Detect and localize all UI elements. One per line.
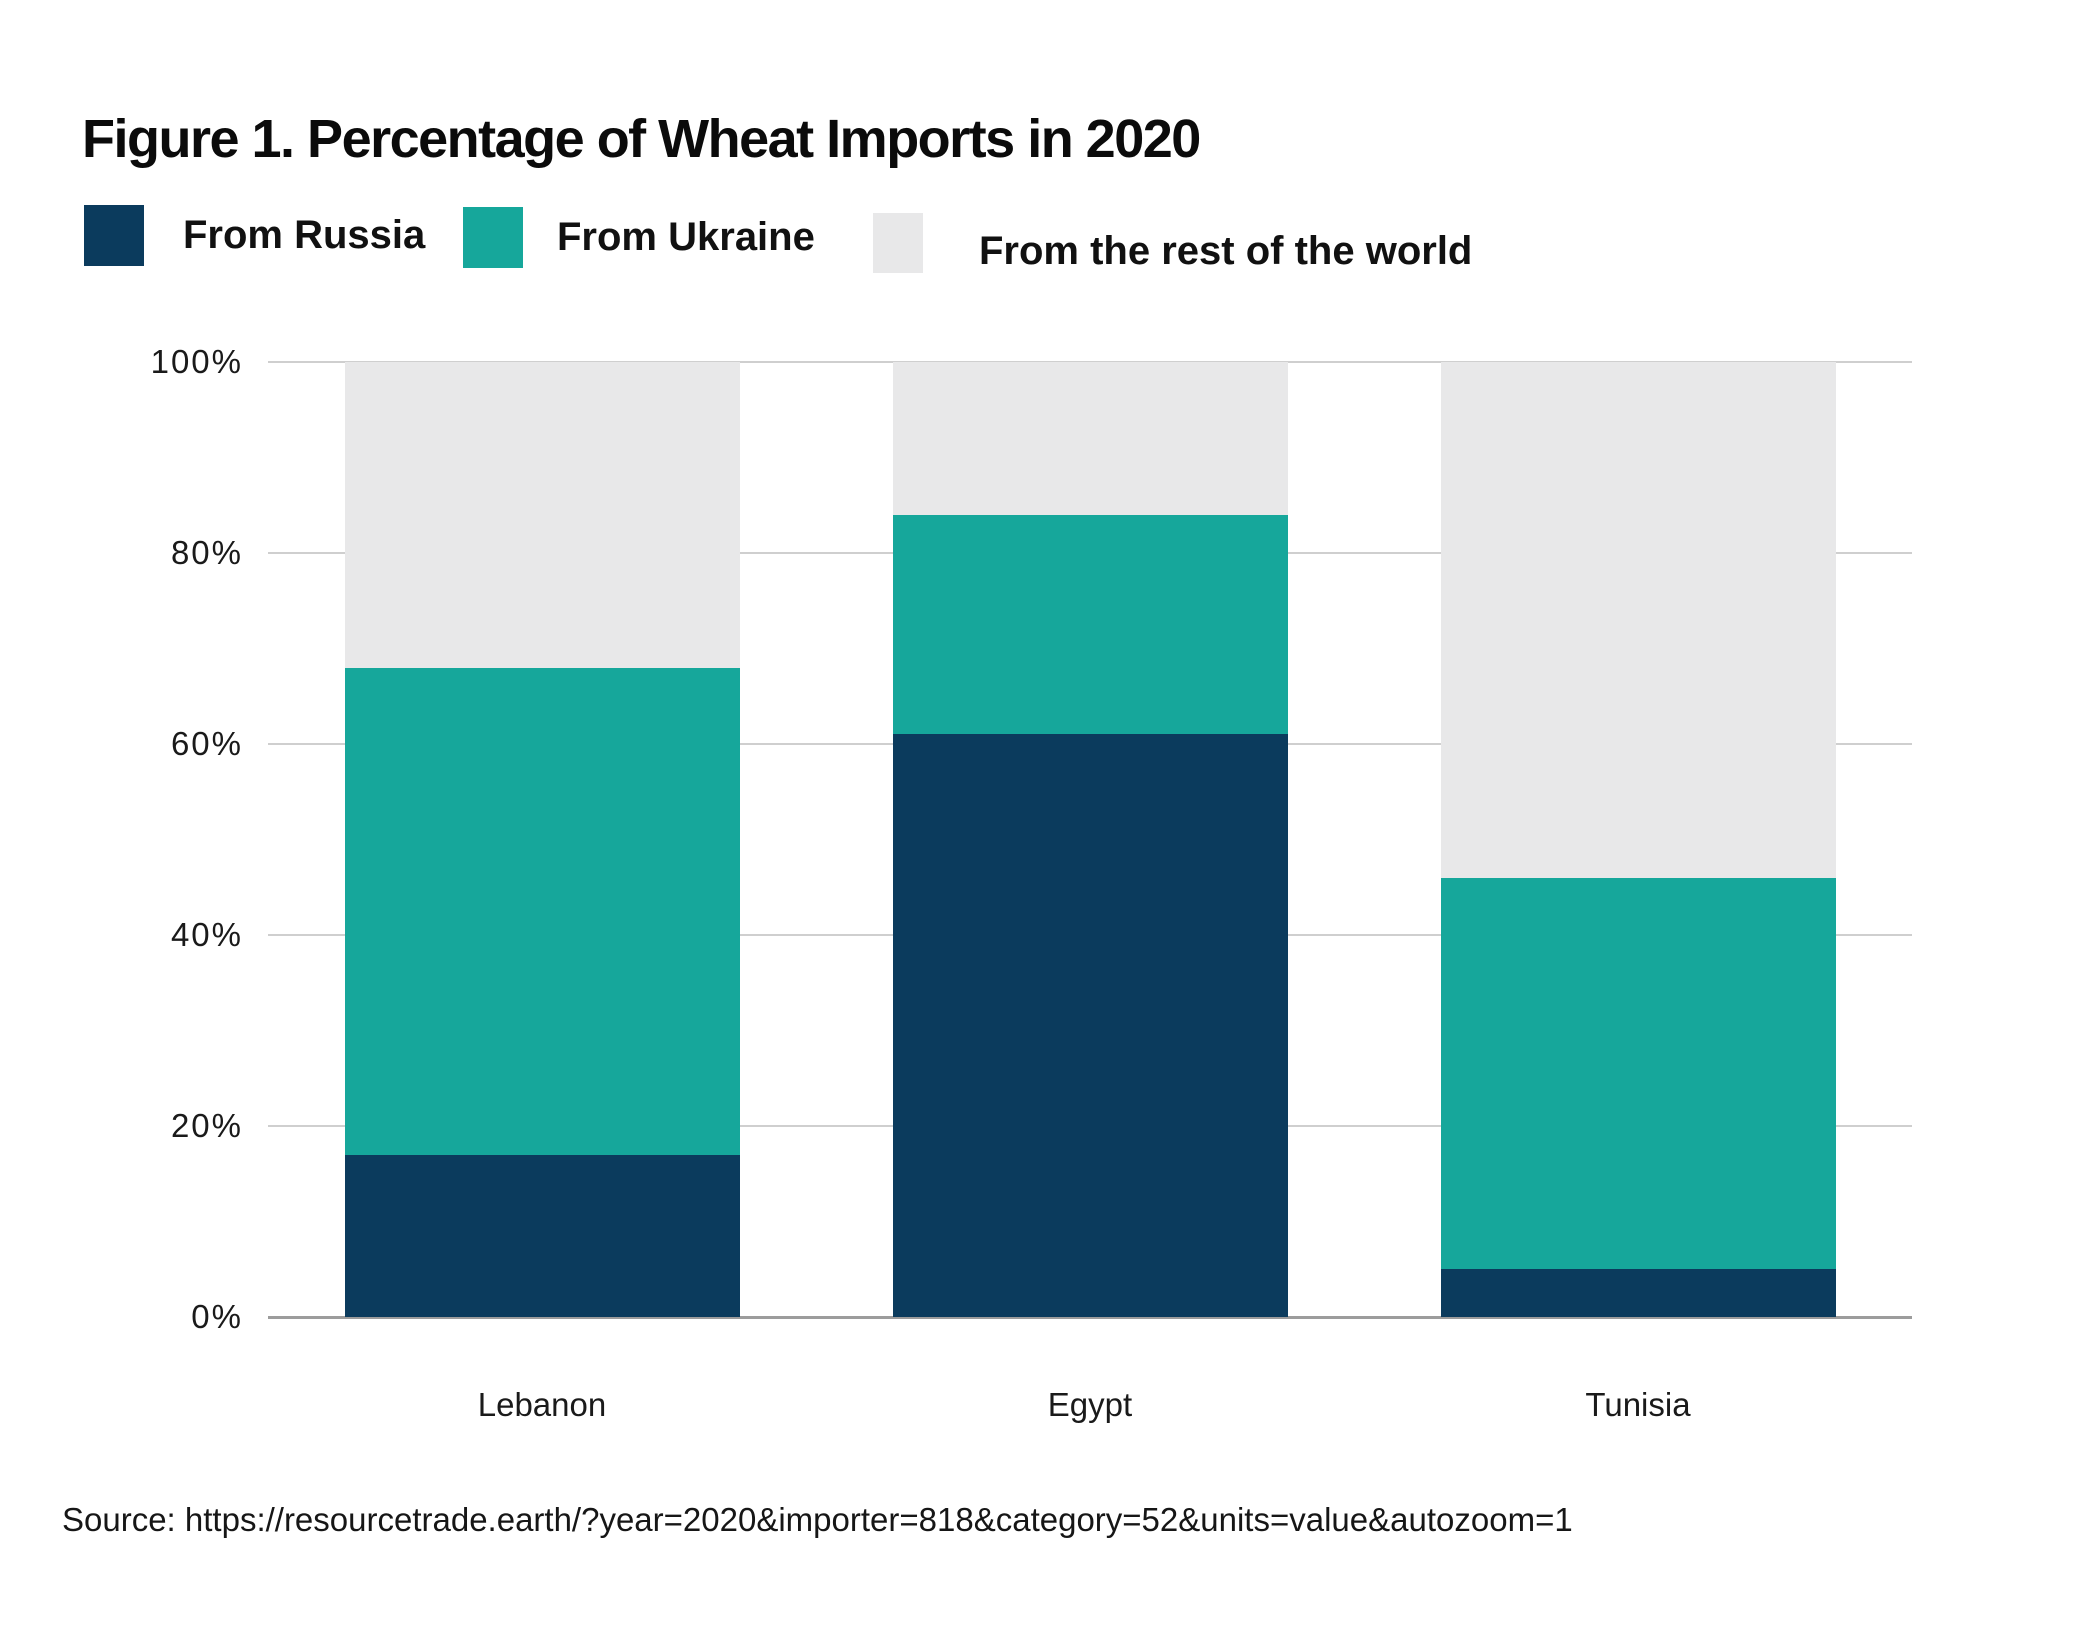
chart-plot-area bbox=[268, 361, 1912, 1319]
legend-swatch-from-russia bbox=[84, 205, 144, 266]
bar-segment-tunisia-from-russia bbox=[1440, 1269, 1836, 1317]
bar-segment-tunisia-from-ukraine bbox=[1440, 877, 1836, 1270]
y-tick-label-80: 80% bbox=[170, 534, 243, 571]
x-axis-label-tunisia: Tunisia bbox=[1585, 1386, 1691, 1423]
y-tick-label-0: 0% bbox=[191, 1298, 243, 1335]
x-axis-label-egypt: Egypt bbox=[1047, 1386, 1133, 1423]
bar-segment-egypt-from-ukraine bbox=[892, 514, 1288, 735]
bar-segment-egypt-from-the-rest-of-the-world bbox=[892, 362, 1288, 515]
y-tick-label-100: 100% bbox=[150, 343, 243, 380]
legend-label-from-ukraine: From Ukraine bbox=[557, 215, 815, 259]
legend-swatch-rest-of-world bbox=[873, 213, 923, 273]
gridline-0 bbox=[268, 1316, 1912, 1319]
y-tick-label-20: 20% bbox=[170, 1107, 243, 1144]
bar-segment-lebanon-from-russia bbox=[344, 1154, 740, 1317]
source-line: Source: https://resourcetrade.earth/?yea… bbox=[62, 1501, 1573, 1538]
bar-segment-egypt-from-russia bbox=[892, 734, 1288, 1317]
gridline-100 bbox=[268, 361, 1912, 363]
legend-label-from-russia: From Russia bbox=[183, 213, 426, 257]
legend-label-rest-of-world: From the rest of the world bbox=[979, 229, 1473, 273]
figure-title: Figure 1. Percentage of Wheat Imports in… bbox=[82, 109, 1201, 170]
legend-swatch-from-ukraine bbox=[463, 207, 523, 268]
bar-segment-tunisia-from-the-rest-of-the-world bbox=[1440, 362, 1836, 878]
bar-segment-lebanon-from-the-rest-of-the-world bbox=[344, 362, 740, 668]
x-axis-label-lebanon: Lebanon bbox=[477, 1386, 607, 1423]
y-tick-label-60: 60% bbox=[170, 725, 243, 762]
y-tick-label-40: 40% bbox=[170, 916, 243, 953]
bar-segment-lebanon-from-ukraine bbox=[344, 667, 740, 1155]
